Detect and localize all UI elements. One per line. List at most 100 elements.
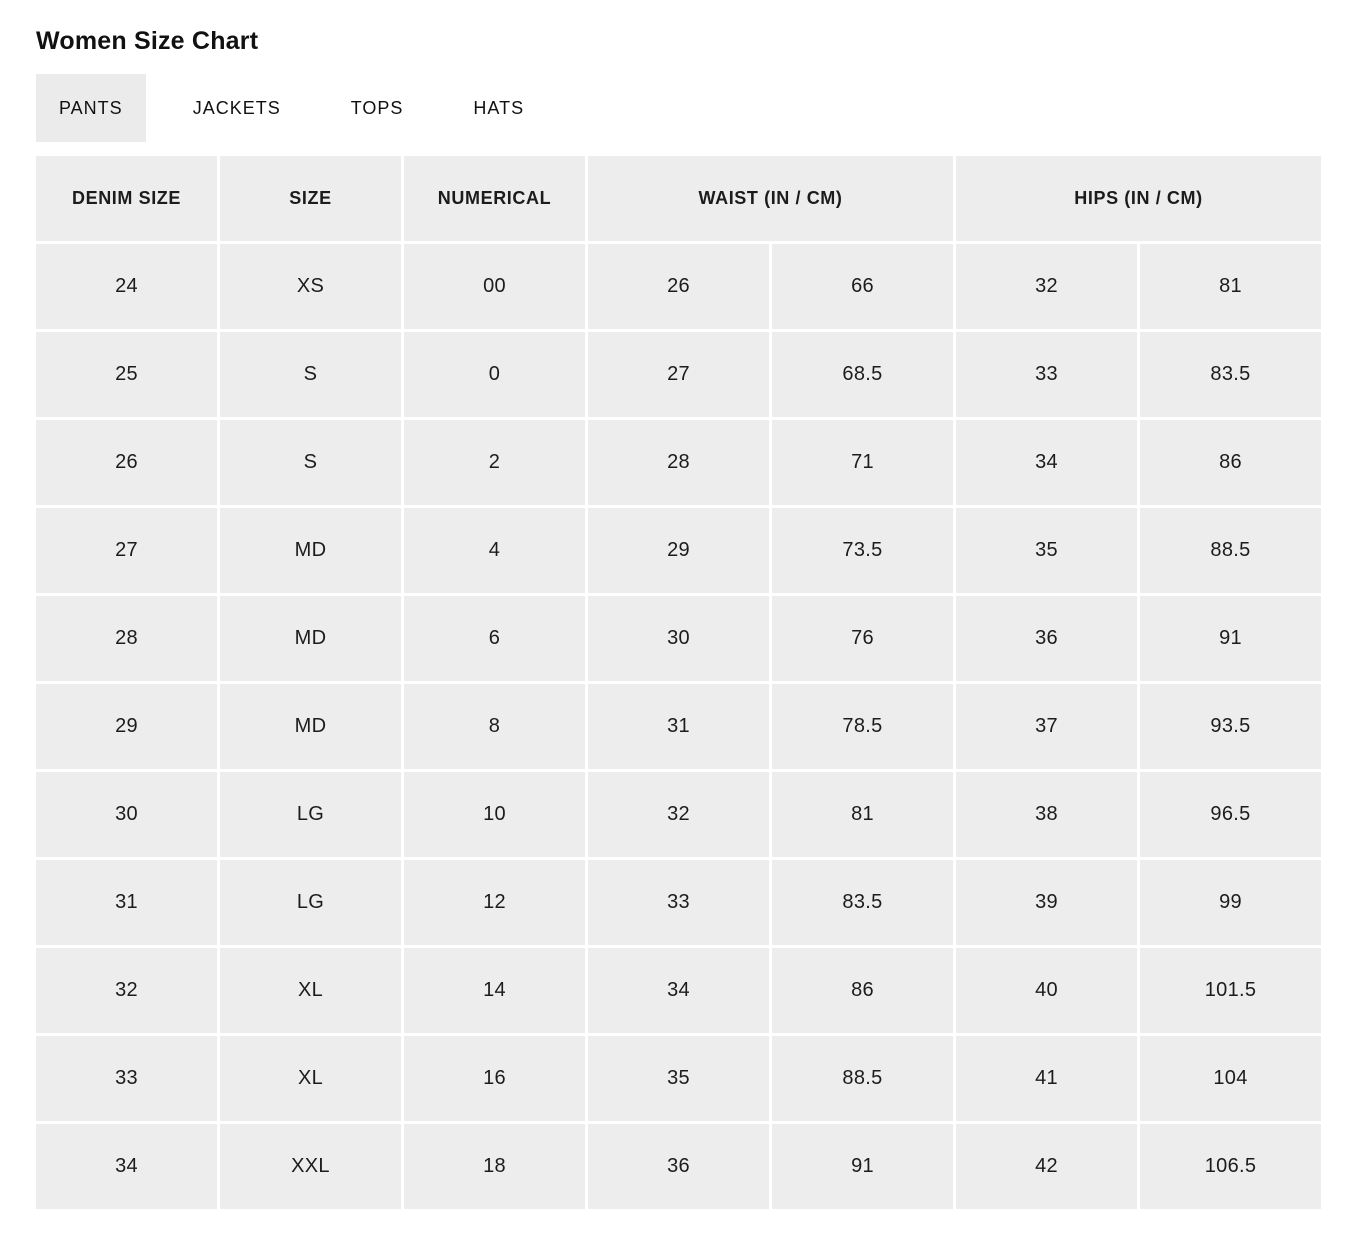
table-row: 28 MD 6 30 76 36 91 bbox=[36, 596, 1321, 681]
table-cell: MD bbox=[220, 596, 401, 681]
table-cell: 33 bbox=[588, 860, 769, 945]
table-cell: 81 bbox=[1140, 244, 1321, 329]
table-cell: 4 bbox=[404, 508, 585, 593]
table-cell: 12 bbox=[404, 860, 585, 945]
table-cell: 99 bbox=[1140, 860, 1321, 945]
table-cell: 34 bbox=[956, 420, 1137, 505]
table-cell: 28 bbox=[36, 596, 217, 681]
table-row: 29 MD 8 31 78.5 37 93.5 bbox=[36, 684, 1321, 769]
table-cell: XXL bbox=[220, 1124, 401, 1209]
table-cell: 91 bbox=[1140, 596, 1321, 681]
column-header-numerical: NUMERICAL bbox=[404, 156, 585, 241]
table-row: 25 S 0 27 68.5 33 83.5 bbox=[36, 332, 1321, 417]
table-cell: 33 bbox=[36, 1036, 217, 1121]
table-cell: 18 bbox=[404, 1124, 585, 1209]
table-cell: 30 bbox=[36, 772, 217, 857]
table-cell: 37 bbox=[956, 684, 1137, 769]
table-cell: 34 bbox=[36, 1124, 217, 1209]
table-cell: 30 bbox=[588, 596, 769, 681]
table-cell: 16 bbox=[404, 1036, 585, 1121]
table-cell: 00 bbox=[404, 244, 585, 329]
table-cell: 96.5 bbox=[1140, 772, 1321, 857]
table-cell: 33 bbox=[956, 332, 1137, 417]
table-cell: 36 bbox=[956, 596, 1137, 681]
table-cell: 26 bbox=[36, 420, 217, 505]
table-header-row: DENIM SIZE SIZE NUMERICAL WAIST (IN / CM… bbox=[36, 156, 1321, 241]
table-cell: 2 bbox=[404, 420, 585, 505]
page-title: Women Size Chart bbox=[36, 27, 259, 55]
table-cell: 93.5 bbox=[1140, 684, 1321, 769]
table-body: 24 XS 00 26 66 32 81 25 S 0 27 68.5 33 83.5 26 S 2 28 71 34… bbox=[36, 244, 1321, 1209]
size-chart-page: Women Size Chart PANTS JACKETS TOPS HATS… bbox=[36, 27, 1321, 1209]
table-cell: 27 bbox=[588, 332, 769, 417]
table-cell: 32 bbox=[36, 948, 217, 1033]
table-cell: 25 bbox=[36, 332, 217, 417]
table-cell: 40 bbox=[956, 948, 1137, 1033]
table-cell: 38 bbox=[956, 772, 1137, 857]
table-cell: 8 bbox=[404, 684, 585, 769]
table-cell: 42 bbox=[956, 1124, 1137, 1209]
table-cell: 83.5 bbox=[772, 860, 953, 945]
table-cell: 86 bbox=[772, 948, 953, 1033]
column-header-hips: HIPS (IN / CM) bbox=[956, 156, 1321, 241]
table-cell: S bbox=[220, 420, 401, 505]
table-cell: 73.5 bbox=[772, 508, 953, 593]
table-cell: 71 bbox=[772, 420, 953, 505]
table-cell: 106.5 bbox=[1140, 1124, 1321, 1209]
table-cell: XL bbox=[220, 1036, 401, 1121]
table-row: 24 XS 00 26 66 32 81 bbox=[36, 244, 1321, 329]
table-cell: XS bbox=[220, 244, 401, 329]
size-chart-table: DENIM SIZE SIZE NUMERICAL WAIST (IN / CM… bbox=[36, 156, 1321, 1209]
table-row: 26 S 2 28 71 34 86 bbox=[36, 420, 1321, 505]
table-cell: 76 bbox=[772, 596, 953, 681]
tab-tops[interactable]: TOPS bbox=[350, 97, 404, 118]
column-header-waist: WAIST (IN / CM) bbox=[588, 156, 953, 241]
table-cell: 68.5 bbox=[772, 332, 953, 417]
table-cell: LG bbox=[220, 860, 401, 945]
table-cell: 10 bbox=[404, 772, 585, 857]
column-header-size: SIZE bbox=[220, 156, 401, 241]
table-cell: 28 bbox=[588, 420, 769, 505]
table-cell: 101.5 bbox=[1140, 948, 1321, 1033]
table-cell: LG bbox=[220, 772, 401, 857]
table-cell: 88.5 bbox=[1140, 508, 1321, 593]
table-cell: 14 bbox=[404, 948, 585, 1033]
table-cell: 27 bbox=[36, 508, 217, 593]
table-cell: 35 bbox=[956, 508, 1137, 593]
table-cell: 88.5 bbox=[772, 1036, 953, 1121]
table-row: 27 MD 4 29 73.5 35 88.5 bbox=[36, 508, 1321, 593]
table-row: 34 XXL 18 36 91 42 106.5 bbox=[36, 1124, 1321, 1209]
column-header-denim-size: DENIM SIZE bbox=[36, 156, 217, 241]
table-row: 31 LG 12 33 83.5 39 99 bbox=[36, 860, 1321, 945]
tab-jackets[interactable]: JACKETS bbox=[192, 97, 281, 118]
table-cell: 83.5 bbox=[1140, 332, 1321, 417]
table-cell: 29 bbox=[36, 684, 217, 769]
table-cell: MD bbox=[220, 684, 401, 769]
table-cell: 35 bbox=[588, 1036, 769, 1121]
table-cell: 0 bbox=[404, 332, 585, 417]
table-cell: 104 bbox=[1140, 1036, 1321, 1121]
table-cell: 36 bbox=[588, 1124, 769, 1209]
table-cell: 86 bbox=[1140, 420, 1321, 505]
tab-pants[interactable]: PANTS bbox=[36, 74, 146, 142]
table-cell: 78.5 bbox=[772, 684, 953, 769]
table-cell: MD bbox=[220, 508, 401, 593]
table-row: 33 XL 16 35 88.5 41 104 bbox=[36, 1036, 1321, 1121]
table-cell: 31 bbox=[588, 684, 769, 769]
table-cell: 6 bbox=[404, 596, 585, 681]
table-cell: 34 bbox=[588, 948, 769, 1033]
table-cell: 41 bbox=[956, 1036, 1137, 1121]
table-cell: 91 bbox=[772, 1124, 953, 1209]
table-cell: 26 bbox=[588, 244, 769, 329]
table-row: 30 LG 10 32 81 38 96.5 bbox=[36, 772, 1321, 857]
tab-hats[interactable]: HATS bbox=[473, 97, 525, 118]
table-cell: XL bbox=[220, 948, 401, 1033]
table-cell: 66 bbox=[772, 244, 953, 329]
table-cell: 29 bbox=[588, 508, 769, 593]
table-cell: 24 bbox=[36, 244, 217, 329]
table-cell: 32 bbox=[956, 244, 1137, 329]
table-cell: 81 bbox=[772, 772, 953, 857]
table-cell: S bbox=[220, 332, 401, 417]
table-cell: 32 bbox=[588, 772, 769, 857]
table-row: 32 XL 14 34 86 40 101.5 bbox=[36, 948, 1321, 1033]
